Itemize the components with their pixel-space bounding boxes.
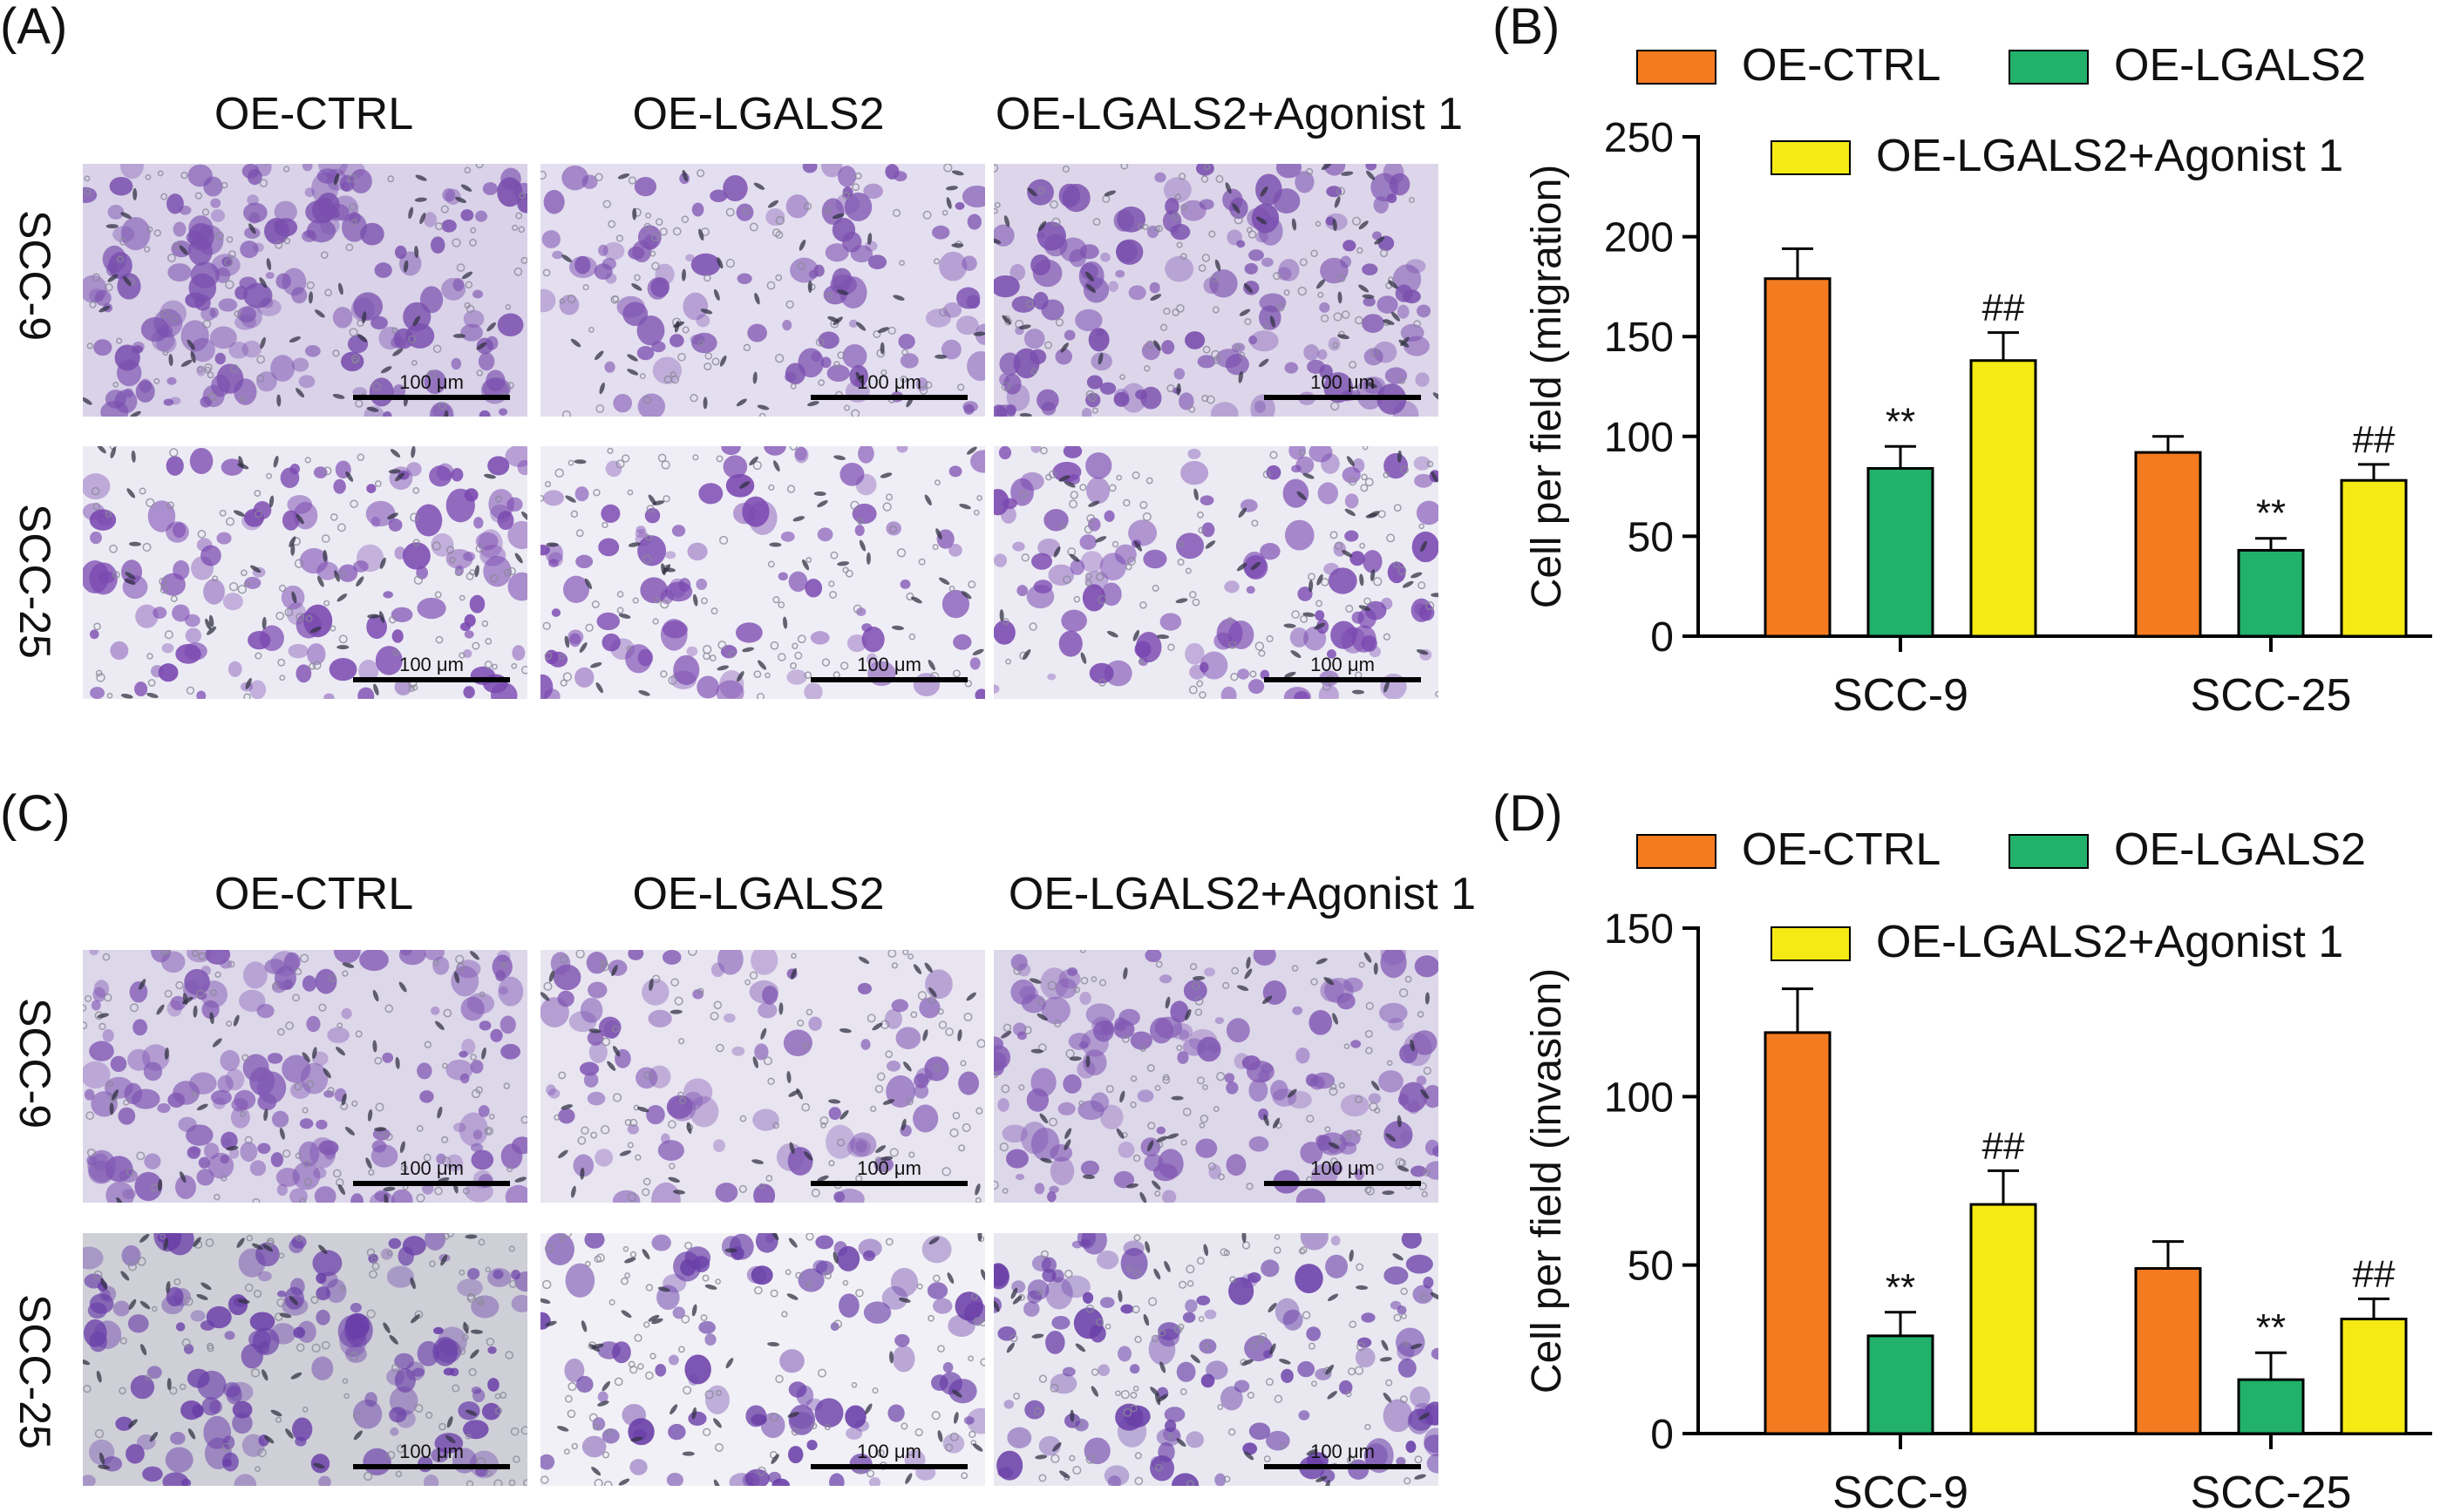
y-tick-label: 0 (1650, 614, 1674, 661)
scale-bar-label: 100 μm (857, 1157, 921, 1179)
scale-bar-label: 100 μm (1310, 371, 1375, 393)
col-header-oe-ctrl: OE-CTRL (214, 869, 414, 919)
bar (1866, 1334, 1934, 1435)
y-tick-label: 100 (1604, 1075, 1674, 1121)
micrograph: 100 μm (83, 164, 527, 417)
bar (1969, 359, 2037, 638)
y-tick-label: 200 (1604, 215, 1674, 261)
y-tick-label: 50 (1628, 514, 1674, 560)
x-tick-label: SCC-25 (2191, 670, 2352, 721)
panel-b-label: (B) (1492, 0, 1560, 55)
micrograph: 100 μm (83, 1233, 527, 1486)
micrograph: 100 μm (83, 446, 527, 699)
legend-label: OE-LGALS2+Agonist 1 (1876, 131, 2343, 181)
x-tick-label: SCC-9 (1832, 1468, 1968, 1512)
x-tick-label: SCC-25 (2191, 1468, 2352, 1512)
y-axis-label: Cell per field (migration) (1524, 165, 1570, 609)
legend-swatch (2009, 50, 2089, 85)
bar (2340, 478, 2408, 638)
bar (2134, 1267, 2202, 1435)
significance-mark: ## (2353, 1252, 2396, 1295)
bar (2340, 1318, 2408, 1435)
bar (2237, 1378, 2305, 1435)
significance-mark: ** (1886, 1266, 1915, 1309)
legend-swatch (2009, 834, 2089, 869)
bar (2237, 548, 2305, 638)
significance-mark: ## (1982, 1124, 2025, 1167)
y-tick-label: 100 (1604, 415, 1674, 461)
legend-swatch (1771, 926, 1851, 961)
legend-label: OE-CTRL (1742, 824, 1941, 875)
col-header-oe-lgals2: OE-LGALS2 (632, 869, 885, 919)
col-header-oe-lgals2: OE-LGALS2 (632, 89, 885, 139)
legend-swatch (1771, 140, 1851, 175)
micrograph: 100 μm (540, 1233, 985, 1486)
significance-mark: ** (2256, 1306, 2286, 1349)
col-header-oe-ctrl: OE-CTRL (214, 89, 414, 139)
legend-label: OE-LGALS2 (2114, 40, 2366, 91)
bar (1764, 1031, 1832, 1435)
scale-bar-label: 100 μm (399, 1441, 464, 1462)
bar (1969, 1203, 2037, 1435)
legend-label: OE-LGALS2 (2114, 824, 2366, 875)
legend-label: OE-CTRL (1742, 40, 1941, 91)
significance-mark: ## (1982, 287, 2025, 329)
scale-bar-label: 100 μm (399, 654, 464, 675)
panel-a-label: (A) (0, 0, 68, 55)
y-tick-label: 250 (1604, 115, 1674, 161)
micrograph: 100 μm (540, 950, 985, 1203)
scale-bar-label: 100 μm (857, 654, 921, 675)
micrograph: 100 μm (83, 950, 527, 1203)
significance-mark: ** (1886, 400, 1915, 443)
legend-swatch (1636, 834, 1716, 869)
panel-c-label: (C) (0, 785, 71, 842)
scale-bar-label: 100 μm (399, 1157, 464, 1179)
x-tick-label: SCC-9 (1832, 670, 1968, 721)
micrograph: 100 μm (994, 950, 1438, 1203)
micrograph: 100 μm (994, 164, 1438, 417)
bar (1764, 277, 1832, 638)
scale-bar-label: 100 μm (1310, 1441, 1375, 1462)
scale-bar-label: 100 μm (1310, 1157, 1375, 1179)
y-tick-label: 0 (1650, 1412, 1674, 1458)
micrograph: 100 μm (994, 1233, 1438, 1486)
col-header-oe-lgals2-agonist: OE-LGALS2+Agonist 1 (1008, 869, 1477, 919)
scale-bar-label: 100 μm (399, 371, 464, 393)
legend-swatch (1636, 50, 1716, 85)
significance-mark: ## (2353, 418, 2396, 461)
scale-bar-label: 100 μm (857, 371, 921, 393)
micrograph: 100 μm (540, 164, 985, 417)
micrograph: 100 μm (540, 446, 985, 699)
micrograph: 100 μm (994, 446, 1438, 699)
y-tick-label: 50 (1628, 1244, 1674, 1290)
y-tick-label: 150 (1604, 906, 1674, 953)
y-axis-label: Cell per field (invasion) (1524, 968, 1570, 1393)
scale-bar-label: 100 μm (857, 1441, 921, 1462)
bar (2134, 451, 2202, 638)
col-header-oe-lgals2-agonist: OE-LGALS2+Agonist 1 (995, 89, 1464, 139)
legend-label: OE-LGALS2+Agonist 1 (1876, 917, 2343, 967)
significance-mark: ** (2256, 492, 2286, 535)
y-tick-label: 150 (1604, 315, 1674, 361)
scale-bar-label: 100 μm (1310, 654, 1375, 675)
panel-d-label: (D) (1492, 785, 1563, 842)
